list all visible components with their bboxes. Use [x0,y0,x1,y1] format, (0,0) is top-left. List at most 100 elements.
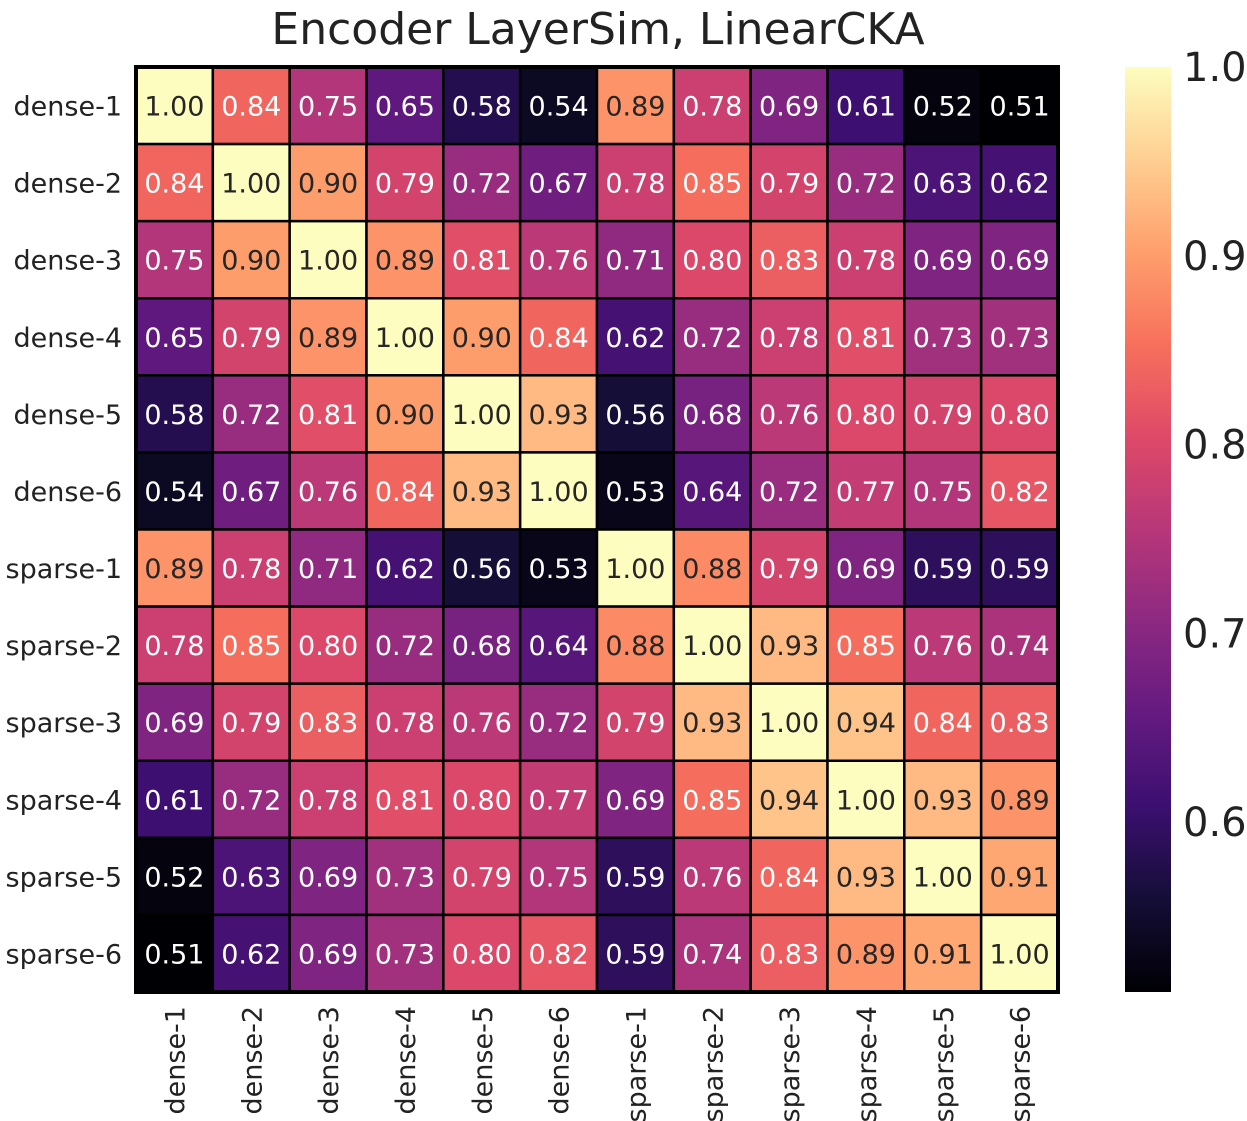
heatmap-cell [672,142,752,223]
cell-value-label: 0.73 [375,939,435,970]
row-label: dense-5 [14,400,122,431]
cell-value-label: 0.79 [221,323,281,354]
cell-value-label: 0.69 [298,862,358,893]
cell-value-label: 0.72 [452,169,512,200]
cell-value-label: 0.69 [759,92,819,123]
cell-value-label: 0.69 [913,246,973,277]
cell-value-label: 0.81 [836,323,896,354]
cell-value-label: 0.91 [990,862,1050,893]
colorbar-gradient [1125,67,1171,992]
cell-value-label: 1.00 [913,862,973,893]
heatmap-cell [826,528,906,608]
heatmap-cells: 1.00 0.84 0.75 0.65 0.58 0.54 0.89 0.78 0.69 0.61… [134,65,1060,994]
heatmap-cell [826,297,906,377]
cell-value-label: 0.83 [990,708,1050,739]
heatmap-cell [288,605,368,685]
cell-value-label: 1.00 [529,477,589,508]
cell-value-label: 0.93 [452,477,512,508]
cell-value-label: 0.94 [836,708,896,739]
cell-value-label: 0.84 [375,477,435,508]
cell-value-label: 0.77 [529,785,589,816]
heatmap-cell [134,297,215,377]
heatmap-cell [211,759,291,840]
row-label: dense-6 [14,477,122,508]
cell-value-label: 0.72 [529,708,589,739]
heatmap-cell [979,65,1060,146]
heatmap-cell [595,913,676,994]
cell-value-label: 0.73 [375,862,435,893]
column-label: dense-2 [237,1006,268,1114]
cell-value-label: 0.81 [375,785,435,816]
heatmap-cell [595,142,676,223]
heatmap-cell [518,297,599,377]
cell-value-label: 0.71 [298,554,358,585]
cell-value-label: 0.69 [298,939,358,970]
cell-value-label: 0.54 [144,477,204,508]
cell-value-label: 1.00 [452,400,512,431]
row-label: sparse-5 [6,862,122,893]
cell-value-label: 0.72 [221,785,281,816]
cell-value-label: 0.77 [836,477,896,508]
cell-value-label: 0.61 [144,785,204,816]
heatmap-cell [518,374,599,454]
heatmap-cell [365,759,445,840]
cell-value-label: 0.78 [375,708,435,739]
heatmap-cell [749,836,829,917]
heatmap-cell [672,682,752,763]
heatmap-cell [672,65,752,146]
cell-value-label: 0.64 [529,631,589,662]
heatmap-cell [979,759,1060,840]
cell-value-label: 0.84 [913,708,973,739]
cell-value-label: 0.75 [913,477,973,508]
cell-value-label: 0.89 [836,939,896,970]
heatmap-cell [595,528,676,608]
cell-value-label: 0.78 [836,246,896,277]
cell-value-label: 0.75 [529,862,589,893]
cell-value-label: 0.79 [759,554,819,585]
cell-value-label: 0.79 [221,708,281,739]
cell-value-label: 0.53 [529,554,589,585]
cell-value-label: 0.79 [452,862,512,893]
heatmap-cell [826,65,906,146]
cell-value-label: 0.69 [990,246,1050,277]
heatmap-cell [211,142,291,223]
heatmap-cell [211,836,291,917]
column-label: dense-6 [545,1006,576,1114]
heatmap-cell [595,759,676,840]
cell-value-label: 0.73 [913,323,973,354]
cell-value-label: 1.00 [221,169,281,200]
row-label: sparse-4 [6,785,122,816]
cell-value-label: 0.83 [759,939,819,970]
cell-value-label: 0.58 [452,92,512,123]
heatmap-cell [979,836,1060,917]
cell-value-label: 0.73 [990,323,1050,354]
heatmap-cell [442,374,522,454]
heatmap-cell [288,219,368,300]
cell-value-label: 0.80 [452,785,512,816]
cell-value-label: 0.72 [836,169,896,200]
cell-value-label: 0.69 [836,554,896,585]
cell-value-label: 0.51 [990,92,1050,123]
cell-value-label: 1.00 [375,323,435,354]
row-labels: dense-1 dense-2 dense-3 dense-4 dense-5 dense… [6,92,122,971]
cell-value-label: 0.67 [529,169,589,200]
heatmap-cell [211,528,291,608]
cell-value-label: 0.82 [529,939,589,970]
row-label: sparse-6 [6,939,122,970]
heatmap-cell [826,913,906,994]
heatmap-cell [211,682,291,763]
heatmap-cell [288,374,368,454]
cell-value-label: 0.88 [605,631,665,662]
heatmap-cell [518,65,599,146]
row-label: dense-3 [14,246,122,277]
cell-value-label: 0.72 [682,323,742,354]
cell-value-label: 0.78 [682,92,742,123]
cell-value-label: 0.52 [913,92,973,123]
heatmap-cell [672,451,752,531]
heatmap-cell [979,605,1060,685]
colorbar-tick-label: 1.0 [1183,45,1247,91]
cell-value-label: 1.00 [682,631,742,662]
heatmap-cell [749,142,829,223]
heatmap-cell [442,142,522,223]
